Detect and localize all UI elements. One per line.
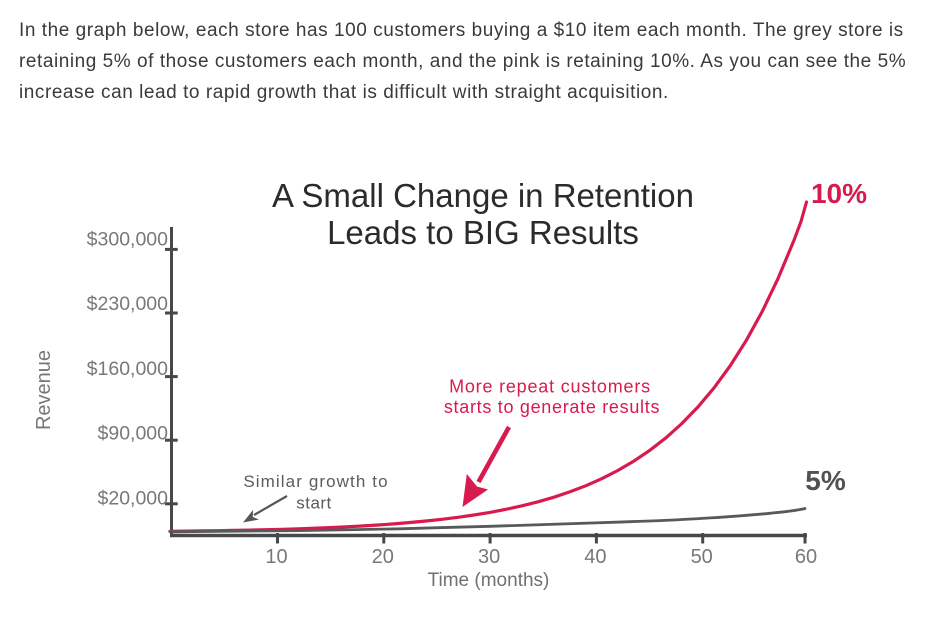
svg-text:20: 20 — [372, 546, 394, 568]
svg-text:60: 60 — [795, 546, 817, 568]
svg-text:40: 40 — [584, 546, 606, 568]
svg-text:10: 10 — [265, 546, 287, 568]
svg-text:start: start — [296, 494, 332, 513]
svg-text:Time (months): Time (months) — [428, 570, 550, 591]
svg-text:5%: 5% — [805, 465, 846, 496]
svg-text:starts to generate results: starts to generate results — [444, 397, 660, 417]
svg-text:$20,000: $20,000 — [98, 487, 169, 509]
svg-text:Similar growth to: Similar growth to — [243, 472, 388, 491]
svg-text:A Small Change in Retention: A Small Change in Retention — [272, 177, 694, 214]
svg-text:30: 30 — [478, 546, 500, 568]
svg-text:More repeat customers: More repeat customers — [449, 377, 651, 397]
svg-text:$160,000: $160,000 — [87, 358, 168, 380]
svg-text:$230,000: $230,000 — [87, 293, 168, 315]
svg-text:10%: 10% — [811, 178, 867, 209]
svg-text:$90,000: $90,000 — [98, 423, 169, 445]
svg-text:50: 50 — [691, 546, 713, 568]
svg-text:Leads to BIG Results: Leads to BIG Results — [327, 214, 639, 251]
svg-text:Revenue: Revenue — [33, 350, 55, 430]
svg-text:$300,000: $300,000 — [87, 229, 168, 251]
